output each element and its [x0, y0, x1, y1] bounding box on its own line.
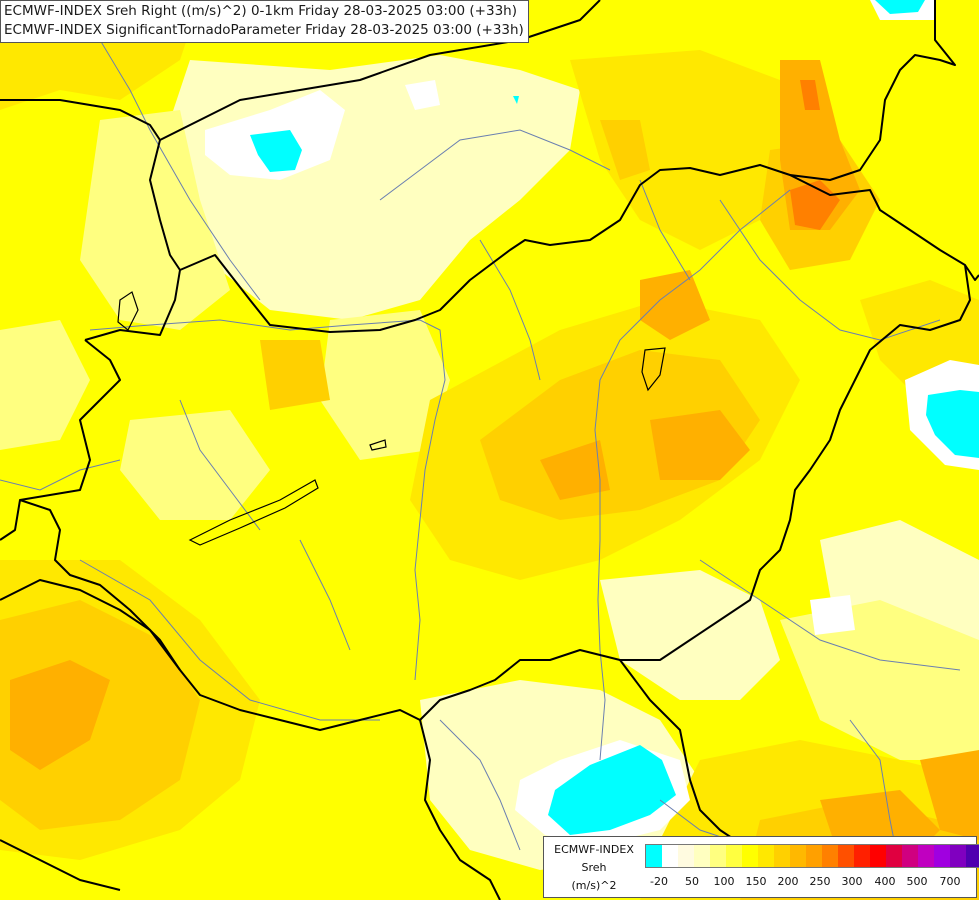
legend-tick: 50 — [685, 875, 699, 888]
border-austria — [19, 339, 121, 501]
river-west — [99, 39, 261, 301]
legend-swatch — [950, 845, 966, 867]
border-ukraine — [789, 0, 956, 181]
field-light-yellow — [0, 110, 979, 760]
legend-tick: 250 — [809, 875, 831, 888]
border-croatia — [0, 579, 181, 671]
legend-swatch — [710, 845, 726, 867]
legend-swatch — [742, 845, 758, 867]
legend-tick: 500 — [906, 875, 928, 888]
lake-neusiedl — [117, 291, 139, 331]
map-title-box: ECMWF-INDEX Sreh Right ((m/s)^2) 0-1km F… — [0, 0, 529, 43]
legend-swatch — [902, 845, 918, 867]
legend-tick-labels: -20 50 100 150 200 250 300 400 500 700 — [645, 875, 975, 891]
legend-color-bar — [645, 844, 979, 868]
border-hungary — [0, 164, 971, 731]
river-tisza — [594, 189, 791, 761]
river-drava — [79, 559, 380, 721]
legend-tick: 100 — [713, 875, 735, 888]
lake-balaton — [188, 479, 319, 546]
legend-unit: (m/s)^2 — [571, 879, 617, 892]
legend-swatch — [790, 845, 806, 867]
color-legend: ECMWF-INDEX Sreh (m/s)^2 -20 50 100 150 200 2… — [543, 836, 979, 898]
legend-swatch — [966, 845, 979, 867]
legend-tick: 400 — [874, 875, 896, 888]
field-orange-dark — [790, 80, 840, 230]
lakes — [117, 291, 666, 546]
title-line-2: ECMWF-INDEX SignificantTornadoParameter … — [4, 22, 524, 38]
legend-swatch — [662, 845, 678, 867]
legend-swatch — [678, 845, 694, 867]
legend-swatch — [726, 845, 742, 867]
legend-swatch — [774, 845, 790, 867]
legend-swatch — [838, 845, 854, 867]
border-southwest — [0, 839, 121, 891]
title-line-1: ECMWF-INDEX Sreh Right ((m/s)^2) 0-1km F… — [4, 3, 517, 19]
legend-source: ECMWF-INDEX — [554, 843, 634, 856]
legend-swatch — [854, 845, 870, 867]
legend-swatch — [886, 845, 902, 867]
legend-swatch — [758, 845, 774, 867]
legend-swatch — [934, 845, 950, 867]
legend-swatch — [646, 845, 662, 867]
border-romania-east — [964, 264, 979, 281]
legend-swatch — [870, 845, 886, 867]
legend-tick: 700 — [939, 875, 961, 888]
river-danube — [89, 319, 446, 681]
field-cyan — [250, 0, 979, 835]
legend-variable: Sreh — [581, 861, 607, 874]
legend-tick: 300 — [841, 875, 863, 888]
rivers — [0, 39, 961, 881]
border-north — [159, 0, 601, 141]
border-croatia-serbia — [419, 719, 501, 900]
legend-swatch — [694, 845, 710, 867]
legend-tick: 200 — [777, 875, 799, 888]
legend-swatch — [918, 845, 934, 867]
legend-tick: -20 — [650, 875, 668, 888]
legend-swatch — [822, 845, 838, 867]
border-romania-serbia — [619, 659, 751, 851]
river-north — [379, 129, 611, 201]
legend-tick: 150 — [745, 875, 767, 888]
legend-swatch — [806, 845, 822, 867]
